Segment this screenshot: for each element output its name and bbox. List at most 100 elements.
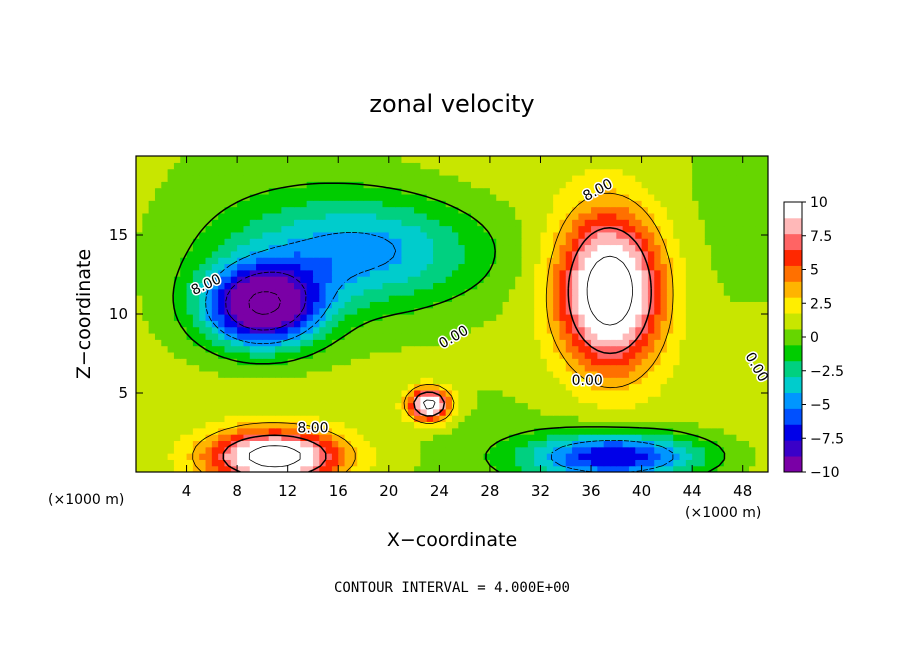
field-cell	[679, 276, 687, 283]
field-cell	[698, 326, 706, 334]
field-cell	[268, 307, 276, 315]
field-cell	[540, 320, 548, 328]
field-cell	[477, 295, 485, 302]
field-cell	[331, 225, 339, 233]
field-cell	[433, 282, 440, 290]
field-cell	[287, 269, 295, 277]
field-cell	[673, 453, 681, 460]
field-cell	[464, 219, 472, 227]
field-cell	[464, 269, 472, 277]
field-cell	[142, 193, 150, 201]
field-cell	[344, 219, 352, 227]
field-cell	[256, 295, 263, 302]
field-cell	[161, 225, 169, 233]
field-cell	[553, 389, 561, 397]
field-cell	[281, 421, 289, 429]
field-cell	[338, 326, 346, 334]
field-cell	[167, 434, 175, 441]
field-cell	[502, 212, 510, 220]
field-cell	[597, 396, 605, 404]
field-cell	[376, 263, 384, 271]
field-cell	[173, 200, 181, 208]
field-cell	[294, 200, 301, 208]
field-cell	[357, 402, 365, 410]
field-cell	[414, 402, 421, 410]
field-cell	[521, 174, 529, 182]
field-cell	[180, 358, 188, 366]
field-cell	[161, 320, 169, 328]
field-cell	[344, 212, 352, 220]
field-cell	[515, 269, 523, 277]
field-cell	[237, 219, 245, 227]
field-cell	[641, 415, 649, 423]
field-cell	[679, 282, 687, 290]
field-cell	[698, 415, 706, 423]
field-cell	[452, 320, 459, 328]
field-cell	[224, 200, 232, 208]
field-cell	[388, 434, 396, 441]
field-cell	[692, 301, 700, 309]
field-cell	[224, 174, 232, 182]
field-cell	[294, 326, 301, 334]
field-cell	[306, 383, 314, 391]
field-cell	[628, 358, 636, 366]
field-cell	[742, 453, 750, 460]
field-cell	[445, 181, 453, 189]
field-cell	[388, 212, 396, 220]
field-cell	[420, 434, 428, 441]
field-cell	[180, 162, 188, 170]
field-cell	[350, 238, 358, 246]
field-cell	[565, 326, 573, 334]
field-cell	[692, 314, 700, 321]
field-cell	[534, 440, 542, 448]
field-cell	[154, 364, 162, 372]
field-cell	[578, 212, 586, 220]
field-cell	[445, 332, 453, 340]
field-cell	[692, 276, 700, 283]
field-cell	[382, 415, 390, 423]
field-cell	[470, 225, 478, 233]
field-cell	[628, 389, 636, 397]
field-cell	[173, 231, 181, 239]
field-cell	[666, 421, 674, 429]
field-cell	[464, 427, 472, 435]
field-cell	[388, 156, 396, 163]
field-cell	[477, 212, 485, 220]
field-cell	[433, 162, 440, 170]
field-cell	[717, 364, 725, 372]
field-cell	[622, 465, 630, 472]
field-cell	[192, 263, 200, 271]
field-cell	[325, 238, 333, 246]
field-cell	[666, 332, 674, 340]
field-cell	[527, 181, 535, 189]
field-cell	[572, 415, 579, 423]
field-cell	[730, 156, 737, 163]
field-cell	[660, 389, 668, 397]
field-cell	[546, 276, 554, 283]
field-cell	[610, 389, 617, 397]
field-cell	[395, 276, 403, 283]
field-cell	[414, 370, 421, 378]
field-cell	[312, 295, 320, 302]
field-cell	[237, 421, 245, 429]
field-cell	[477, 415, 485, 423]
field-cell	[154, 351, 162, 359]
field-cell	[749, 320, 756, 328]
field-cell	[546, 446, 554, 454]
field-cell	[350, 244, 358, 252]
field-cell	[350, 377, 358, 385]
field-cell	[603, 168, 611, 176]
field-cell	[679, 345, 687, 353]
field-cell	[338, 288, 346, 296]
field-cell	[597, 200, 605, 208]
field-cell	[692, 370, 700, 378]
field-cell	[565, 453, 573, 460]
field-cell	[243, 434, 251, 441]
field-cell	[508, 377, 516, 385]
field-cell	[401, 364, 409, 372]
field-cell	[597, 263, 605, 271]
field-cell	[319, 326, 327, 334]
field-cell	[256, 174, 263, 182]
field-cell	[616, 219, 624, 227]
field-cell	[407, 415, 415, 423]
